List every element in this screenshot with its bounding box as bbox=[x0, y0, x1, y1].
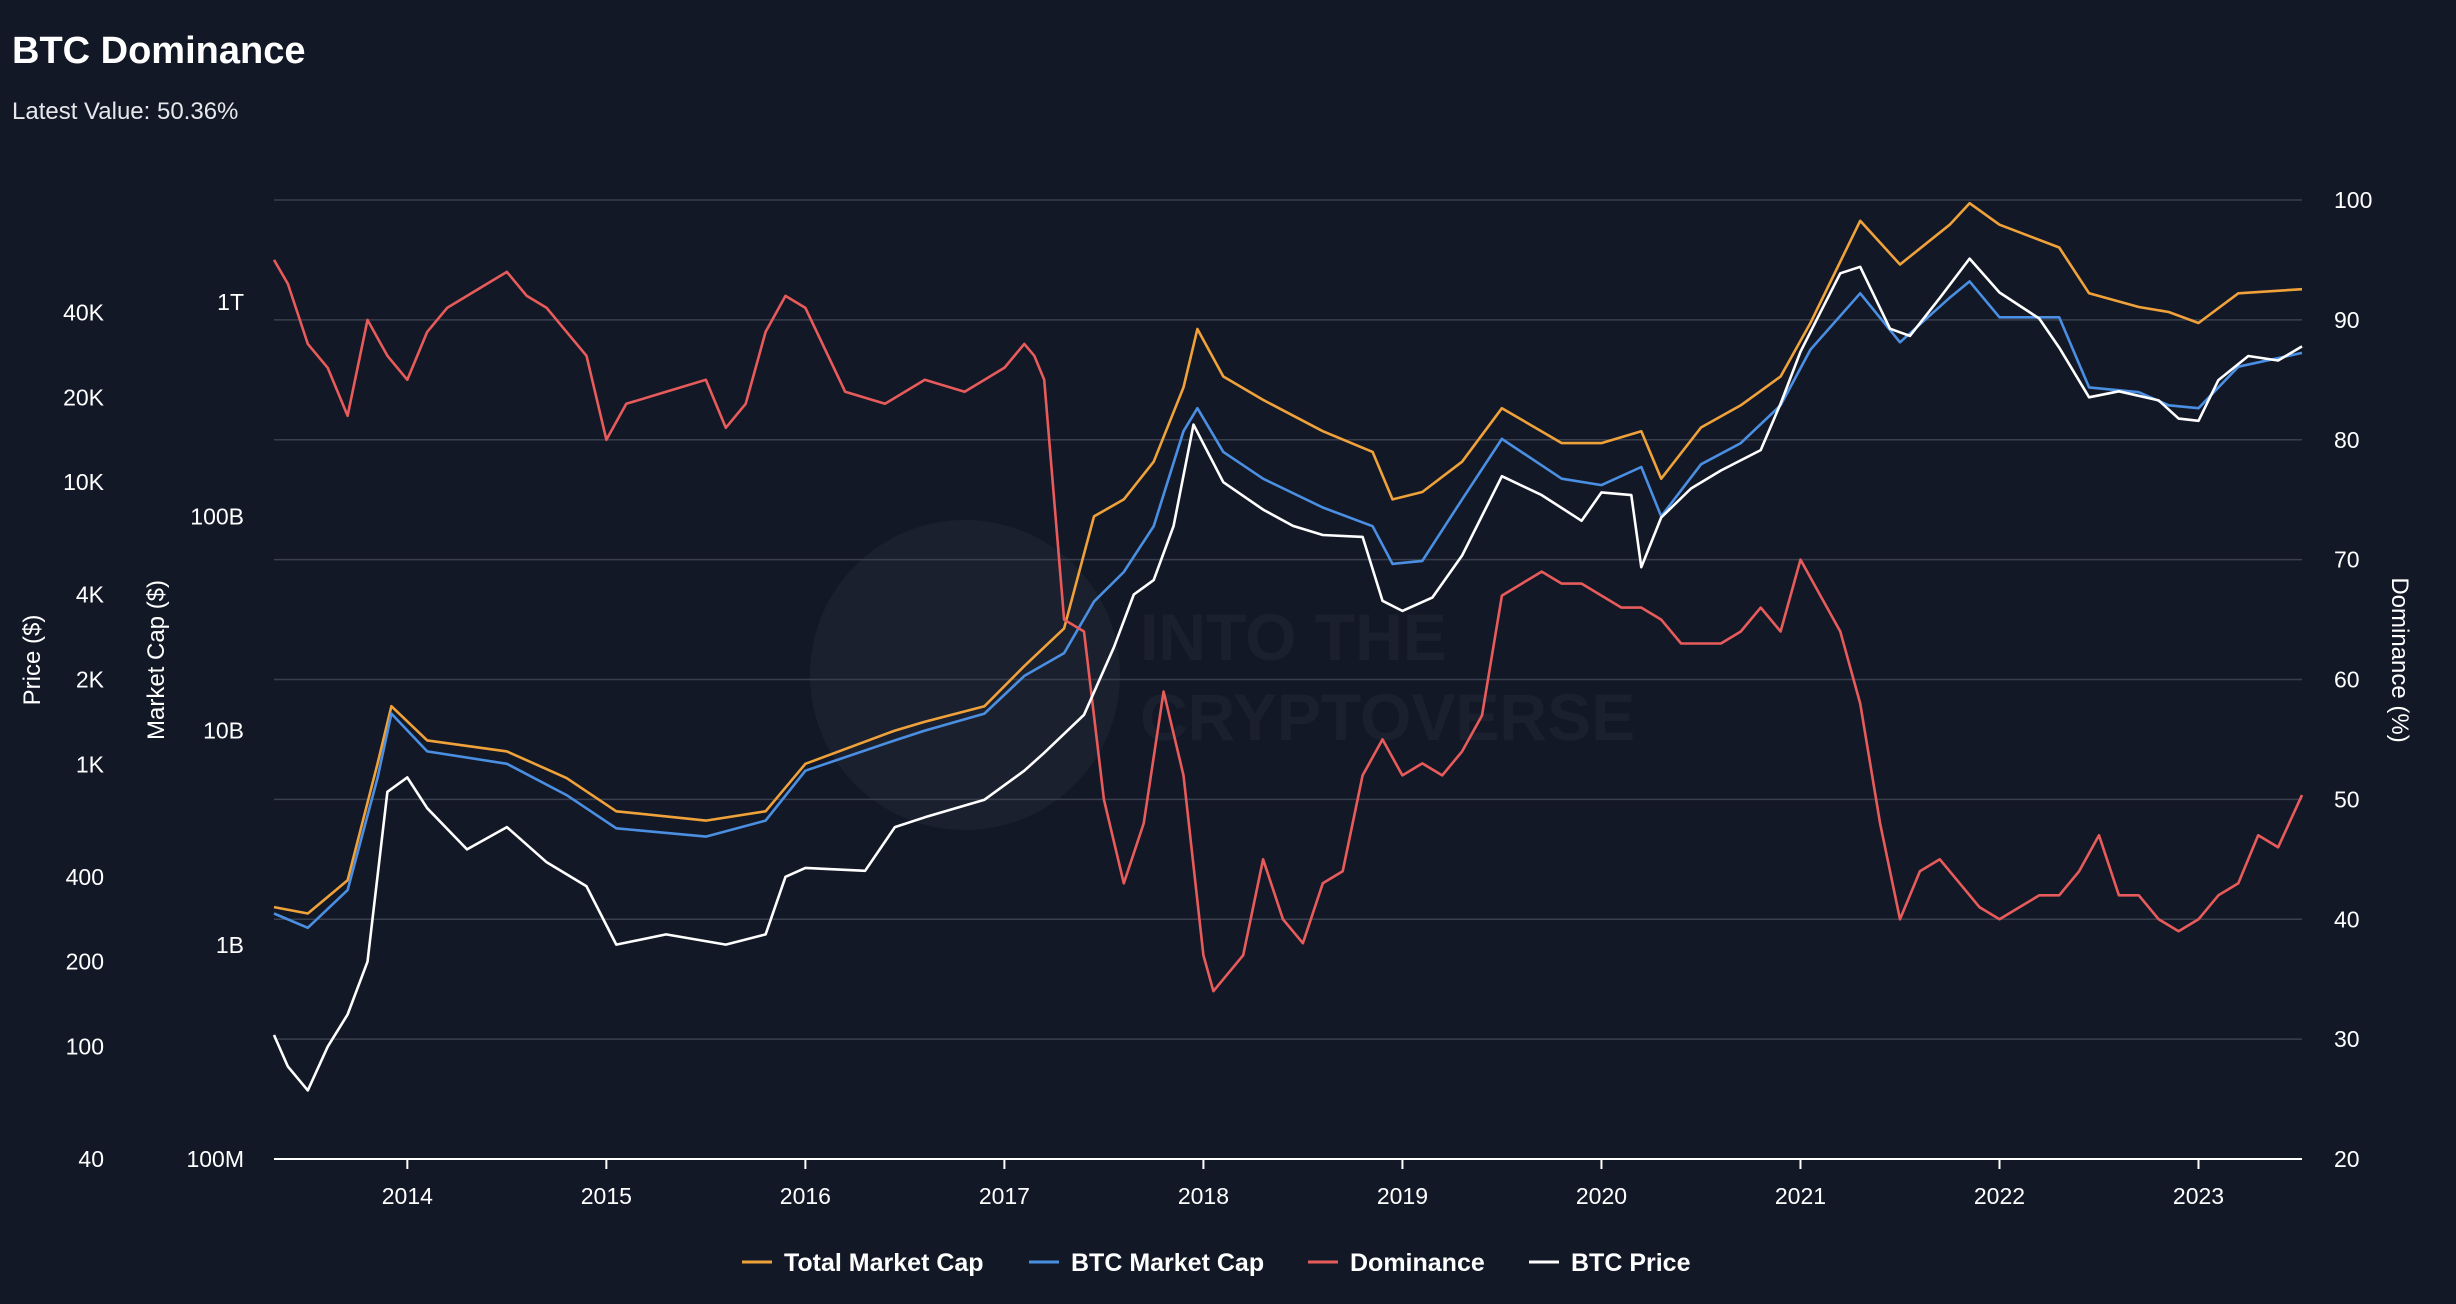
market-cap-tick-label: 100M bbox=[186, 1146, 244, 1172]
market-cap-tick-label: 1T bbox=[217, 289, 244, 315]
price-tick-label: 4K bbox=[76, 582, 105, 608]
dominance-tick-label: 70 bbox=[2334, 547, 2360, 573]
x-tick-label: 2019 bbox=[1377, 1183, 1428, 1209]
dominance-tick-label: 30 bbox=[2334, 1026, 2360, 1052]
x-tick-label: 2015 bbox=[581, 1183, 632, 1209]
x-tick-label: 2018 bbox=[1178, 1183, 1229, 1209]
watermark: INTO THE CRYPTOVERSE bbox=[810, 520, 1635, 830]
series-line-btc-market-cap bbox=[273, 280, 2303, 930]
x-tick-label: 2016 bbox=[780, 1183, 831, 1209]
market-cap-tick-label: 1B bbox=[216, 932, 244, 958]
watermark-line-2: CRYPTOVERSE bbox=[1140, 680, 1635, 754]
price-tick-label: 10K bbox=[63, 469, 105, 495]
dominance-tick-label: 60 bbox=[2334, 667, 2360, 693]
legend-label-btc-price[interactable]: BTC Price bbox=[1571, 1249, 1691, 1277]
market-cap-tick-label: 100B bbox=[190, 503, 244, 529]
page-title: BTC Dominance bbox=[12, 30, 306, 72]
grid-lines bbox=[274, 199, 2302, 1040]
market-cap-axis-title: Market Cap ($) bbox=[143, 580, 170, 740]
dominance-tick-label: 80 bbox=[2334, 427, 2360, 453]
x-tick-label: 2021 bbox=[1775, 1183, 1826, 1209]
axes: 2014 2015 2016 2017 2018 2019 2020 2021 2022 2023… bbox=[63, 187, 2372, 1209]
legend-label-dominance[interactable]: Dominance bbox=[1350, 1249, 1485, 1277]
x-tick-label: 2014 bbox=[382, 1183, 433, 1209]
legend: Total Market Cap BTC Market Cap Dominanc… bbox=[742, 1249, 1691, 1277]
dominance-tick-label: 50 bbox=[2334, 786, 2360, 812]
price-tick-label: 2K bbox=[76, 667, 105, 693]
x-tick-label: 2017 bbox=[979, 1183, 1030, 1209]
price-axis-title: Price ($) bbox=[19, 615, 46, 706]
price-tick-label: 40 bbox=[78, 1146, 104, 1172]
dominance-tick-label: 20 bbox=[2334, 1146, 2360, 1172]
legend-label-total-market-cap[interactable]: Total Market Cap bbox=[784, 1249, 984, 1277]
price-tick-label: 100 bbox=[66, 1034, 104, 1060]
series-line-dominance bbox=[272, 259, 2304, 993]
x-tick-label: 2023 bbox=[2173, 1183, 2224, 1209]
price-tick-label: 200 bbox=[66, 949, 104, 975]
market-cap-tick-label: 10B bbox=[203, 718, 244, 744]
dominance-axis-title: Dominance (%) bbox=[2386, 577, 2413, 742]
price-tick-label: 20K bbox=[63, 384, 105, 410]
series-line-total-market-cap bbox=[273, 201, 2303, 915]
series-line-btc-price bbox=[272, 257, 2303, 1092]
dominance-tick-label: 40 bbox=[2334, 906, 2360, 932]
series-lines bbox=[272, 201, 2304, 1092]
price-tick-label: 40K bbox=[63, 299, 105, 325]
price-tick-label: 1K bbox=[76, 751, 105, 777]
watermark-logo-icon bbox=[810, 520, 1120, 830]
x-tick-label: 2022 bbox=[1974, 1183, 2025, 1209]
dominance-tick-label: 90 bbox=[2334, 307, 2360, 333]
page-subtitle: Latest Value: 50.36% bbox=[12, 98, 239, 125]
dominance-tick-label: 100 bbox=[2334, 187, 2372, 213]
x-tick-label: 2020 bbox=[1576, 1183, 1627, 1209]
price-tick-label: 400 bbox=[66, 864, 104, 890]
legend-label-btc-market-cap[interactable]: BTC Market Cap bbox=[1071, 1249, 1264, 1277]
